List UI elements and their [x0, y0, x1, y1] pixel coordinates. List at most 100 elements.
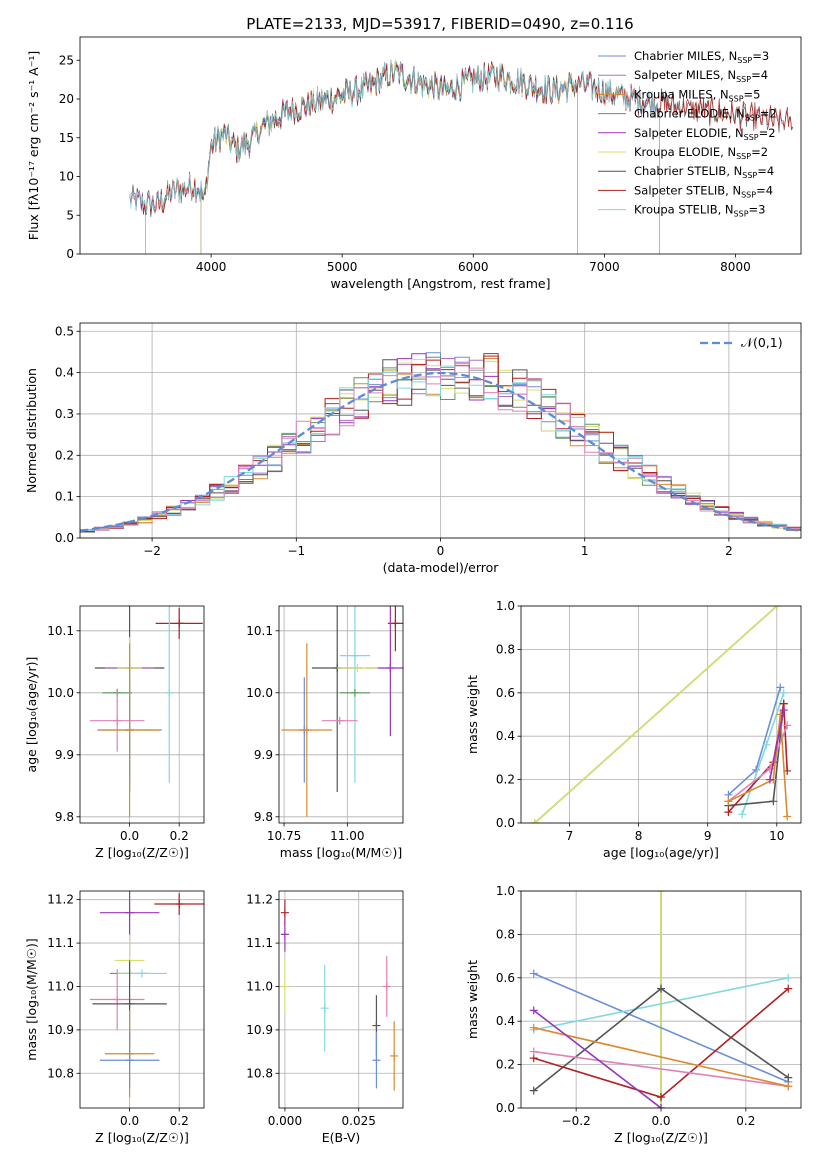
x-tick-label: 10 — [769, 829, 784, 843]
y-tick-label: 0.8 — [496, 927, 515, 941]
y-tick-label: 25 — [59, 53, 74, 67]
x-tick-label: 8 — [635, 829, 643, 843]
legend-label: Chabrier ELODIE, NSSP=2 — [634, 107, 777, 123]
y-tick-label: 5 — [66, 208, 74, 222]
plot-area — [280, 899, 399, 1091]
data-point — [175, 619, 184, 628]
axes-frame — [79, 605, 205, 824]
weight-point — [529, 1023, 538, 1032]
data-point — [138, 969, 146, 978]
plot-area — [89, 606, 203, 817]
plot-area — [80, 352, 801, 533]
weight-point — [784, 973, 793, 982]
data-point — [280, 982, 289, 991]
y-tick-label: 9.9 — [254, 748, 273, 762]
legend-label: Chabrier STELIB, NSSP=4 — [634, 164, 774, 180]
weight-point — [657, 1104, 665, 1108]
spectrum-series-line — [200, 59, 578, 254]
y-tick-label: 10.1 — [47, 624, 74, 638]
x-tick-label: 8000 — [720, 260, 751, 274]
data-point — [386, 664, 395, 672]
y-axis-label: mass [log₁₀(M/M☉)] — [24, 938, 39, 1060]
weight-series-line — [534, 606, 778, 823]
y-tick-label: 0 — [66, 247, 74, 261]
x-tick-label: −0.2 — [562, 1114, 591, 1128]
weight-point — [529, 1086, 538, 1095]
y-tick-label: 11.2 — [47, 893, 74, 907]
y-tick-label: 9.9 — [55, 748, 74, 762]
y-tick-label: 20 — [59, 92, 74, 106]
x-tick-label: 6000 — [458, 260, 489, 274]
normal-curve — [80, 371, 799, 532]
x-axis-label: age [log₁₀(age/yr)] — [603, 845, 719, 860]
y-axis-label: Normed distribution — [24, 368, 39, 493]
x-tick-label: −2 — [143, 544, 161, 558]
y-tick-label: 11.0 — [246, 979, 273, 993]
weight-series-line — [533, 1050, 789, 1088]
weight-point — [779, 706, 788, 715]
y-tick-label: 0.0 — [55, 531, 74, 545]
plot-area — [89, 891, 204, 1098]
panel-spectrum: 4000 5000 6000 7000 8000 0 5 10 15 20 25 wavelength… — [26, 36, 802, 291]
y-tick-label: 0.0 — [496, 1101, 515, 1115]
x-axis-label: E(B-V) — [322, 1130, 361, 1145]
data-point — [350, 651, 359, 660]
axes-frame — [278, 605, 404, 824]
weight-point — [530, 819, 539, 823]
x-axis-label: Z [log₁₀(Z/Z☉)] — [95, 1130, 189, 1145]
data-point — [350, 688, 359, 697]
weight-point — [784, 1082, 793, 1091]
data-point — [113, 716, 122, 725]
weight-series-line — [533, 1009, 662, 1108]
y-tick-label: 0.3 — [55, 407, 74, 421]
y-tick-label: 10.1 — [246, 624, 273, 638]
legend-label: Chabrier MILES, NSSP=3 — [634, 49, 769, 65]
weight-point — [784, 984, 793, 993]
panel-age-vs-z: 0.0 0.2 9.8 9.9 10.0 10.1 Z [log₁₀(Z/Z☉)] age [… — [24, 605, 205, 860]
weight-point — [772, 606, 781, 610]
y-tick-label: 0.0 — [496, 816, 515, 830]
y-tick-label: 0.5 — [55, 324, 74, 338]
panel-residuals: −2 −1 0 1 2 0.0 0.1 0.2 0.3 0.4 0.5 (data-model)/er… — [24, 322, 802, 575]
data-point — [320, 1004, 329, 1013]
y-tick-label: 11.1 — [47, 936, 74, 950]
y-axis-label: mass weight — [465, 675, 480, 754]
y-tick-label: 9.8 — [55, 810, 74, 824]
y-tick-label: 0.2 — [55, 448, 74, 462]
y-tick-label: 10.0 — [47, 686, 74, 700]
x-tick-label: 0.2 — [170, 829, 189, 843]
x-tick-label: 0.0 — [651, 1114, 670, 1128]
y-tick-label: 0.4 — [55, 366, 74, 380]
weight-point — [783, 721, 792, 730]
y-tick-label: 0.2 — [496, 773, 515, 787]
plot-area — [530, 606, 792, 823]
weight-point — [765, 775, 774, 784]
plot-area — [281, 606, 403, 817]
y-tick-label: 10.9 — [246, 1023, 273, 1037]
data-point — [382, 982, 391, 991]
weight-series-line — [533, 1026, 789, 1088]
spectrum-series-line — [129, 61, 660, 254]
x-tick-label: 2 — [725, 544, 733, 558]
plot-area — [529, 891, 793, 1108]
x-tick-label: 4000 — [196, 260, 227, 274]
x-axis-label: mass [log₁₀(M/M☉)] — [280, 845, 402, 860]
y-tick-label: 10 — [59, 170, 74, 184]
legend-label: Kroupa ELODIE, NSSP=2 — [634, 145, 768, 161]
y-tick-label: 10.9 — [47, 1023, 74, 1037]
panel-weight-vs-age: 7 8 9 10 0.0 0.2 0.4 0.6 0.8 1.0 age [log₁₀(age/yr… — [465, 599, 802, 860]
legend-label: Salpeter STELIB, NSSP=4 — [634, 183, 773, 199]
x-tick-label: 0.0 — [120, 1114, 139, 1128]
weight-point — [529, 1047, 538, 1056]
data-point — [165, 688, 174, 697]
weight-series-line — [533, 972, 789, 1083]
weight-series-line — [769, 710, 785, 780]
panel-age-vs-mass: 10.75 11.00 9.8 9.9 10.0 10.1 mass [log₁₀(M/M☉… — [246, 605, 404, 860]
data-point — [113, 995, 122, 1004]
weight-point — [529, 969, 538, 978]
y-tick-label: 11.2 — [246, 893, 273, 907]
x-tick-label: 0 — [437, 544, 445, 558]
x-tick-label: 0.025 — [342, 1114, 376, 1128]
x-tick-label: 9 — [704, 829, 712, 843]
